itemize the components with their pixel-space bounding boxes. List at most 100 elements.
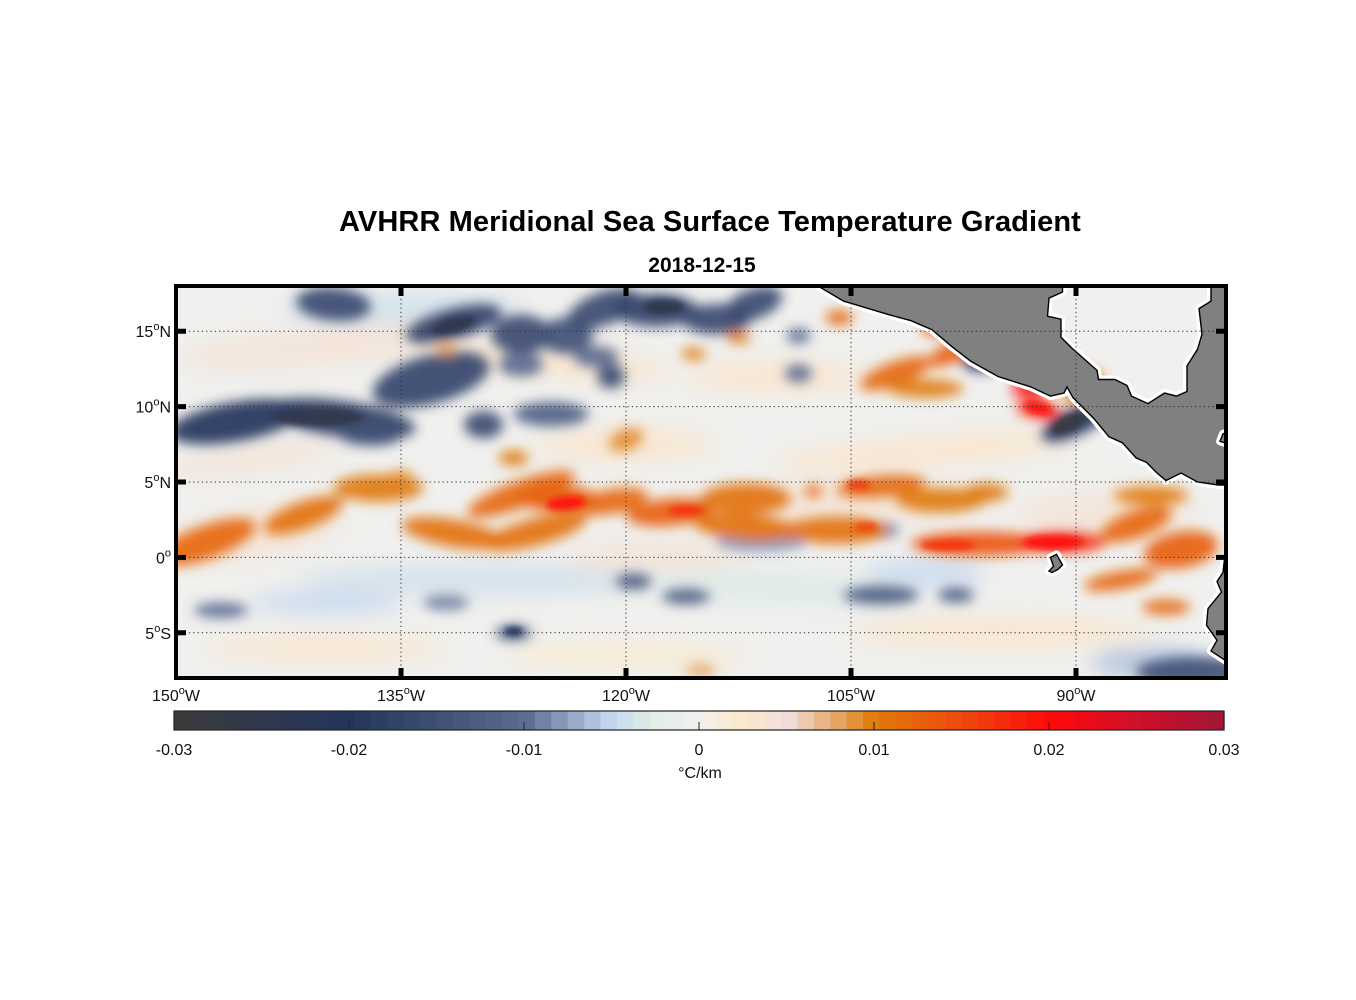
central-america-land [817, 286, 1226, 486]
colorbar-segment [354, 711, 372, 730]
gradient-patch [686, 664, 716, 677]
axis-ticks [176, 286, 1226, 678]
gradient-patch [825, 310, 853, 326]
colorbar-segment [387, 711, 405, 730]
y-tick-label: 5oN [144, 472, 171, 492]
y-axis-labels: 15oN 10oN 5oN 0o 5oS [136, 321, 171, 643]
gradient-patch [194, 602, 248, 618]
colorbar-segment [223, 711, 241, 730]
gradient-patch [615, 573, 652, 590]
colorbar-segment [781, 711, 799, 730]
gradient-patch [1142, 599, 1190, 615]
colorbar-segment [748, 711, 766, 730]
gradient-patch [341, 427, 401, 446]
x-tick-label: 90oW [1056, 685, 1096, 705]
colorbar-segment [436, 711, 454, 730]
colorbar [173, 710, 1225, 731]
colorbar-segment [830, 711, 848, 730]
colorbar-segment [928, 711, 946, 730]
gradient-patch [1143, 530, 1219, 569]
colorbar-segment [469, 711, 487, 730]
colorbar-segment [1191, 711, 1209, 730]
colorbar-segment [551, 711, 569, 730]
y-tick-label: 0o [156, 547, 171, 567]
colorbar-tick-label: -0.03 [156, 742, 193, 759]
gradient-patch [843, 586, 919, 605]
gradient-patch [1113, 486, 1189, 505]
colorbar-segment [731, 711, 749, 730]
colorbar-segment [1207, 711, 1225, 730]
colorbar-segment [699, 711, 717, 730]
colorbar-segment [797, 711, 815, 730]
gradient-patch [263, 495, 344, 535]
gradient-patch-core [1023, 535, 1084, 550]
gradient-patch [681, 347, 706, 360]
colorbar-tick-labels: -0.03 -0.02 -0.01 0 0.01 0.02 0.03 [156, 742, 1240, 759]
colorbar-tick-label: 0.02 [1033, 742, 1064, 759]
colorbar-segment [321, 711, 339, 730]
y-tick-right [1216, 554, 1226, 560]
gradient-patch [896, 488, 986, 513]
gradient-patch [786, 328, 811, 344]
gradient-patch [1084, 568, 1158, 592]
x-tick-bottom [623, 668, 629, 678]
colorbar-segment [1125, 711, 1143, 730]
colorbar-segment [174, 711, 192, 730]
gradient-patch-core [546, 496, 586, 511]
colorbar-segment [1141, 711, 1159, 730]
gradient-patch-core [854, 521, 878, 533]
colorbar-segment [534, 711, 552, 730]
colorbar-segment [272, 711, 290, 730]
colorbar-segment [403, 711, 421, 730]
gradient-patch [513, 402, 589, 427]
colorbar-segment [961, 711, 979, 730]
colorbar-segment [256, 711, 274, 730]
gradient-patch [938, 587, 974, 603]
gradient-patch-faint [206, 635, 446, 660]
gradient-patch [860, 356, 932, 391]
gradient-patch [567, 288, 640, 329]
colorbar-segment [649, 711, 667, 730]
colorbar-unit-label: °C/km [678, 765, 722, 782]
gradient-patch [597, 364, 625, 389]
colorbar-segment [666, 711, 684, 730]
colorbar-segment [895, 711, 913, 730]
colorbar-segment [994, 711, 1012, 730]
y-tick-label: 10oN [136, 397, 171, 417]
y-tick-label: 15oN [136, 321, 171, 341]
gradient-patch [888, 379, 964, 398]
colorbar-segment [420, 711, 438, 730]
colorbar-segment [1027, 711, 1045, 730]
x-tick-top [398, 286, 404, 296]
colorbar-segment [452, 711, 470, 730]
colorbar-segment [1043, 711, 1061, 730]
y-tick-right [1216, 404, 1226, 410]
gradient-patch [785, 364, 812, 383]
gradient-patch [1136, 656, 1226, 678]
colorbar-segment [239, 711, 257, 730]
colorbar-segment [502, 711, 520, 730]
colorbar-segment [764, 711, 782, 730]
gradient-patch-core [1025, 402, 1052, 414]
grid-lines [176, 286, 1226, 678]
gradient-patch-core [504, 626, 523, 636]
x-axis-labels: 150oW 135oW 120oW 105oW 90oW [152, 685, 1096, 705]
colorbar-segment [879, 711, 897, 730]
gradient-patch [726, 331, 751, 344]
x-tick-bottom [398, 668, 404, 678]
y-tick-left [176, 328, 186, 334]
y-tick-label: 5oS [145, 623, 171, 643]
gradient-patch [372, 351, 490, 408]
colorbar-segment [338, 711, 356, 730]
x-tick-label: 105oW [827, 685, 876, 705]
colorbar-segment [945, 711, 963, 730]
gradient-patch [491, 314, 551, 354]
colorbar-segment [813, 711, 831, 730]
gradient-patch [724, 286, 783, 322]
gradient-patch [573, 346, 619, 368]
gradient-patch [464, 411, 503, 439]
gradient-patch-faint [296, 564, 656, 596]
colorbar-segment [846, 711, 864, 730]
gradient-patch [498, 450, 529, 466]
